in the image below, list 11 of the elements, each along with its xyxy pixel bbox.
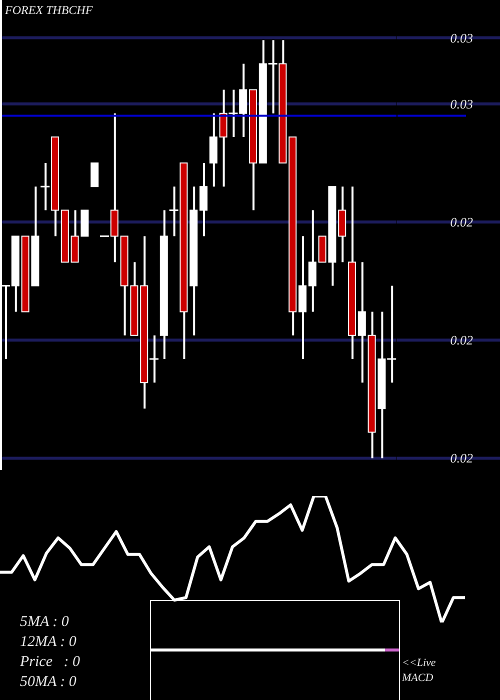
text: Price : 0 [20, 653, 81, 672]
text: 12MA : 0 [20, 633, 78, 652]
text: 50MA : 0 [20, 673, 78, 692]
y-tick-label: 0.02 [450, 214, 474, 230]
y-tick-label: 0.02 [450, 332, 474, 348]
y-tick-label: 0.02 [450, 450, 474, 466]
chart-title: FOREX THBCHF [5, 3, 93, 18]
y-tick-label: 0.03 [450, 30, 474, 46]
annotation: 5MA : 0 [20, 613, 70, 632]
text: <<Live MACD [402, 656, 437, 686]
y-tick-label: 0.03 [450, 96, 474, 112]
